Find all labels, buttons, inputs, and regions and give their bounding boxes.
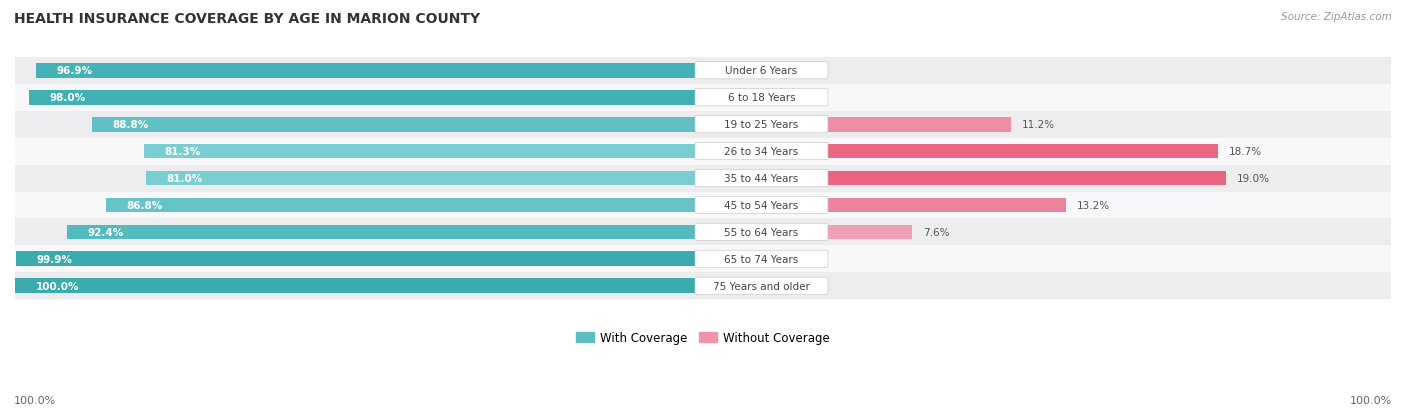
Bar (15, 112, 1391, 138)
Text: 0.1%: 0.1% (717, 254, 744, 264)
Text: 65 to 74 Years: 65 to 74 Years (724, 254, 799, 264)
Bar (703, 198, 1066, 213)
Text: 96.9%: 96.9% (58, 66, 93, 76)
Text: 6 to 18 Years: 6 to 18 Years (728, 93, 796, 103)
Bar (15, 279, 703, 294)
Bar (703, 117, 1011, 132)
FancyBboxPatch shape (695, 116, 828, 133)
Text: Under 6 Years: Under 6 Years (725, 66, 797, 76)
Text: 26 to 34 Years: 26 to 34 Years (724, 147, 799, 157)
Text: 81.3%: 81.3% (165, 147, 201, 157)
FancyBboxPatch shape (695, 251, 828, 268)
Bar (703, 90, 758, 105)
Text: 98.0%: 98.0% (49, 93, 86, 103)
Bar (28, 90, 703, 105)
Bar (703, 64, 789, 78)
Bar (143, 144, 703, 159)
Text: 81.0%: 81.0% (166, 173, 202, 184)
Text: 100.0%: 100.0% (35, 281, 79, 291)
Text: 88.8%: 88.8% (112, 120, 149, 130)
Bar (105, 198, 703, 213)
FancyBboxPatch shape (695, 143, 828, 160)
Bar (67, 225, 703, 240)
Text: 55 to 64 Years: 55 to 64 Years (724, 228, 799, 237)
Text: 100.0%: 100.0% (14, 395, 56, 405)
Text: 19.0%: 19.0% (1237, 173, 1270, 184)
Bar (37, 64, 703, 78)
Bar (703, 252, 706, 267)
Bar (15, 138, 1391, 165)
Text: 18.7%: 18.7% (1229, 147, 1261, 157)
Text: 2.0%: 2.0% (769, 93, 796, 103)
Text: 3.1%: 3.1% (800, 66, 825, 76)
Bar (146, 171, 703, 186)
Bar (15, 165, 1391, 192)
Bar (15, 85, 1391, 112)
Text: 35 to 44 Years: 35 to 44 Years (724, 173, 799, 184)
Bar (91, 117, 703, 132)
Text: HEALTH INSURANCE COVERAGE BY AGE IN MARION COUNTY: HEALTH INSURANCE COVERAGE BY AGE IN MARI… (14, 12, 481, 26)
Bar (15, 273, 1391, 299)
FancyBboxPatch shape (695, 62, 828, 80)
Text: 7.6%: 7.6% (924, 228, 949, 237)
Bar (15, 246, 1391, 273)
Text: Source: ZipAtlas.com: Source: ZipAtlas.com (1281, 12, 1392, 22)
Bar (703, 225, 912, 240)
Bar (15, 192, 1391, 219)
Bar (15, 252, 703, 267)
FancyBboxPatch shape (695, 224, 828, 241)
Text: 45 to 54 Years: 45 to 54 Years (724, 200, 799, 211)
FancyBboxPatch shape (695, 89, 828, 107)
Text: 86.8%: 86.8% (127, 200, 163, 211)
Text: 13.2%: 13.2% (1077, 200, 1111, 211)
Text: 99.9%: 99.9% (37, 254, 72, 264)
Text: 100.0%: 100.0% (1350, 395, 1392, 405)
Legend: With Coverage, Without Coverage: With Coverage, Without Coverage (572, 326, 834, 349)
Bar (15, 57, 1391, 85)
Bar (703, 171, 1226, 186)
Text: 11.2%: 11.2% (1022, 120, 1056, 130)
Text: 75 Years and older: 75 Years and older (713, 281, 810, 291)
Text: 92.4%: 92.4% (89, 228, 124, 237)
FancyBboxPatch shape (695, 278, 828, 295)
Bar (15, 219, 1391, 246)
Text: 0.0%: 0.0% (714, 281, 740, 291)
FancyBboxPatch shape (695, 170, 828, 187)
FancyBboxPatch shape (695, 197, 828, 214)
Text: 19 to 25 Years: 19 to 25 Years (724, 120, 799, 130)
Bar (703, 144, 1218, 159)
